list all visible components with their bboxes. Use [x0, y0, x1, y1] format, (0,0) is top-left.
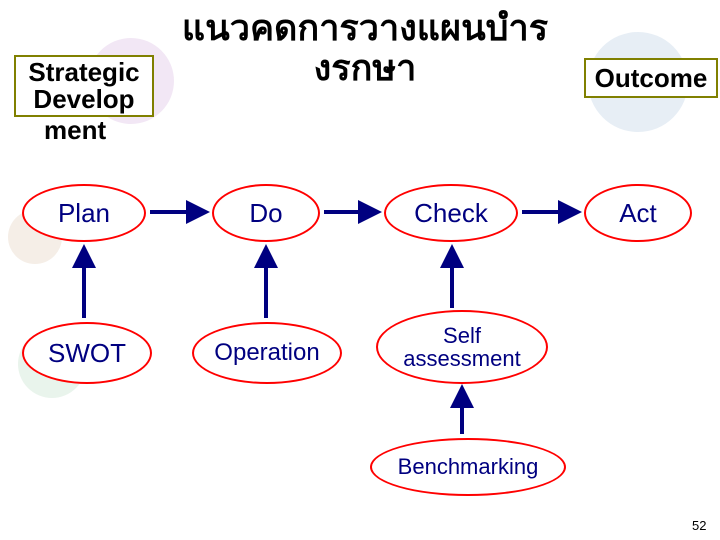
arrows-layer: [0, 0, 720, 540]
page-number: 52: [692, 518, 706, 533]
